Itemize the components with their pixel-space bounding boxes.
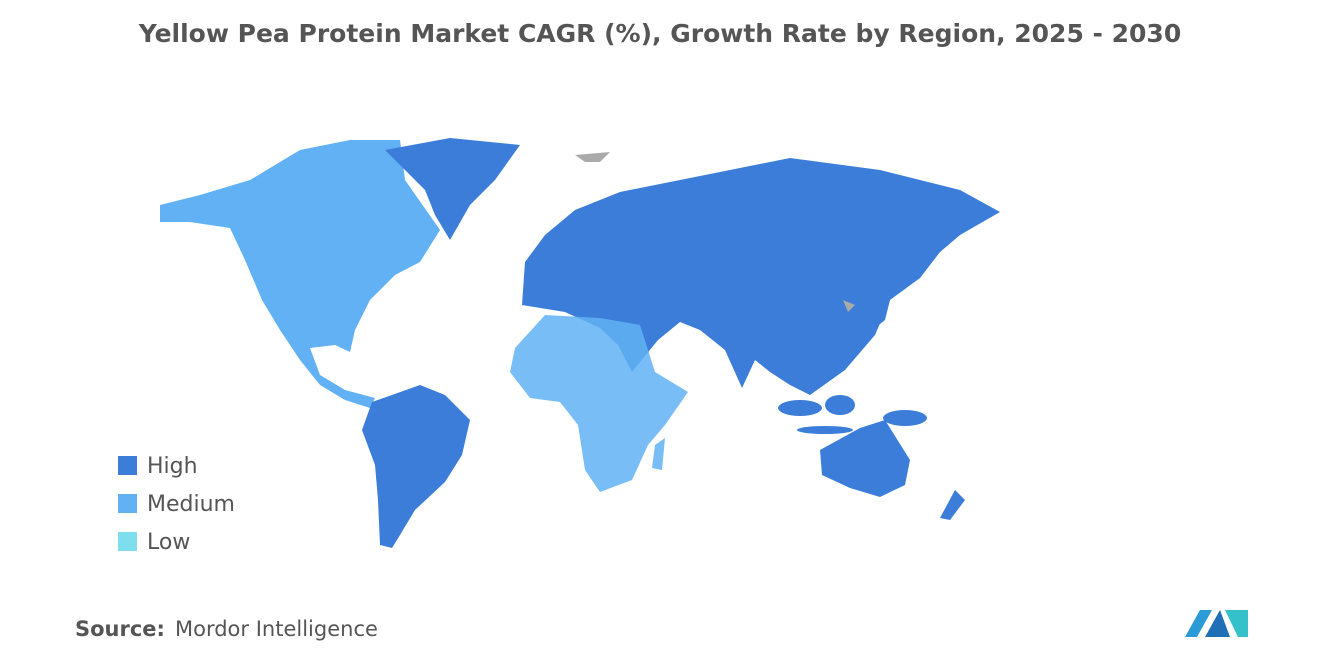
region xyxy=(825,395,855,415)
world-map xyxy=(160,138,1000,548)
region xyxy=(362,385,470,548)
source-label: Source: xyxy=(75,617,165,641)
region xyxy=(860,280,895,340)
legend-label: Low xyxy=(147,530,190,555)
logo xyxy=(1185,610,1248,637)
legend-label: Medium xyxy=(147,492,235,517)
source-text: Mordor Intelligence xyxy=(175,617,378,641)
region xyxy=(778,400,822,416)
legend-swatch xyxy=(118,494,137,513)
legend: High Medium Low xyxy=(118,454,235,555)
legend-swatch xyxy=(118,532,137,551)
title: Yellow Pea Protein Market CAGR (%), Grow… xyxy=(138,19,1181,48)
region xyxy=(510,315,688,492)
region xyxy=(820,420,910,497)
region xyxy=(797,426,853,434)
legend-label: High xyxy=(147,454,198,479)
region xyxy=(160,140,440,408)
region xyxy=(652,438,665,470)
legend-swatch xyxy=(118,456,137,475)
region xyxy=(940,490,965,520)
region xyxy=(385,138,520,240)
region xyxy=(883,410,927,426)
